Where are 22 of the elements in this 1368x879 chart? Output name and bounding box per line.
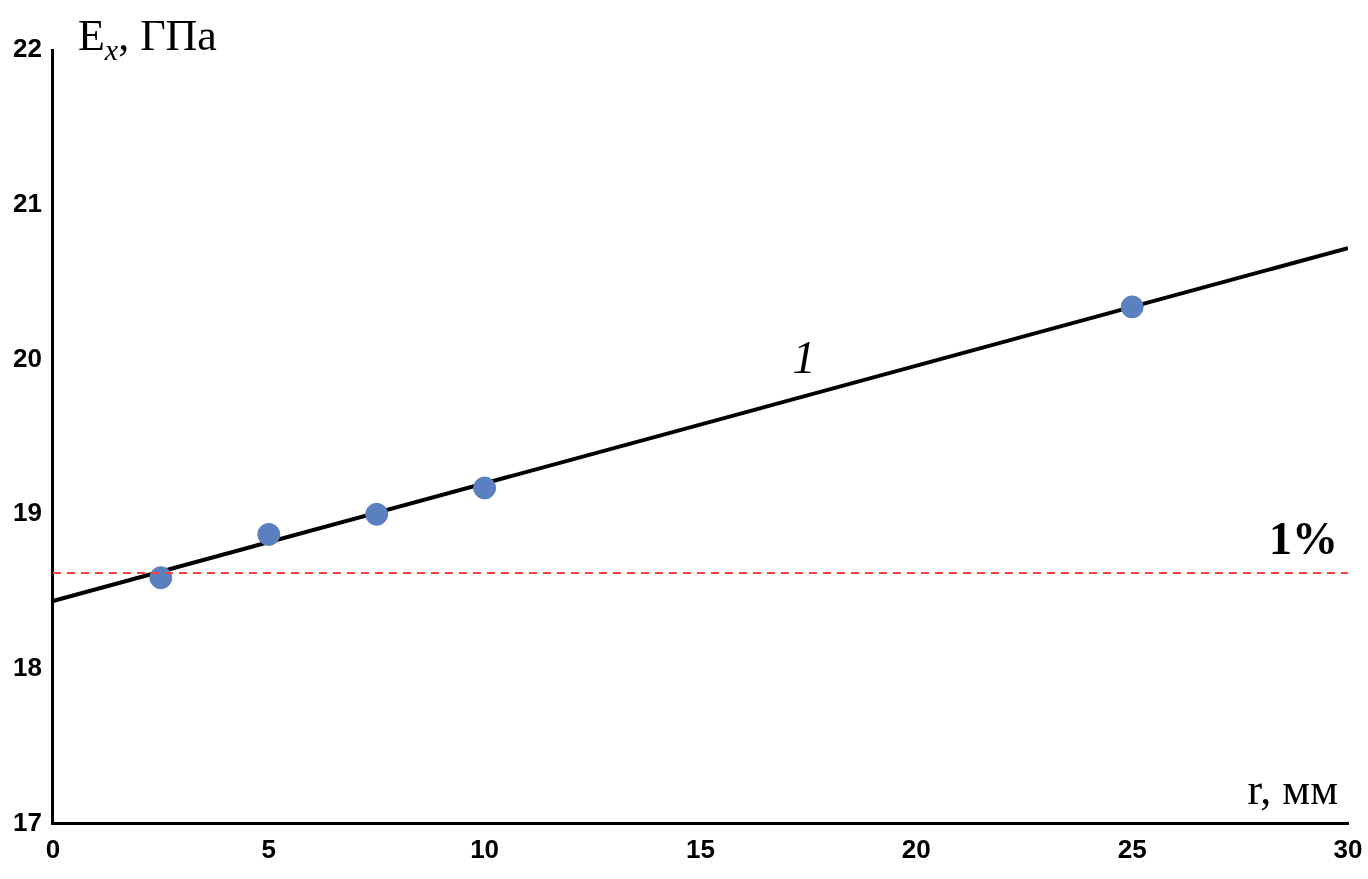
x-tick-label: 30 bbox=[1333, 833, 1363, 864]
x-axis-title: r, мм bbox=[1247, 763, 1338, 815]
x-tick-label: 20 bbox=[901, 833, 931, 864]
x-tick-label: 0 bbox=[45, 833, 61, 864]
x-tick-label: 10 bbox=[470, 833, 500, 864]
y-tick-label: 18 bbox=[13, 652, 42, 683]
y-tick-label: 20 bbox=[13, 342, 42, 373]
y-tick-label: 22 bbox=[13, 33, 42, 64]
y-tick-label: 17 bbox=[13, 806, 42, 837]
y-tick-label: 19 bbox=[13, 497, 42, 528]
x-tick-label: 25 bbox=[1117, 833, 1147, 864]
y-axis-title: E$_{x}$, ГПа bbox=[77, 10, 217, 67]
x-tick-label: 15 bbox=[686, 833, 715, 864]
series-label: 1 bbox=[792, 332, 816, 384]
point bbox=[149, 566, 173, 590]
point bbox=[257, 522, 281, 546]
point bbox=[473, 476, 497, 500]
point bbox=[365, 502, 389, 526]
annotation: 1% bbox=[1269, 512, 1338, 564]
point bbox=[1120, 295, 1144, 319]
x-tick-label: 5 bbox=[261, 833, 276, 864]
y-tick-label: 21 bbox=[13, 187, 42, 218]
